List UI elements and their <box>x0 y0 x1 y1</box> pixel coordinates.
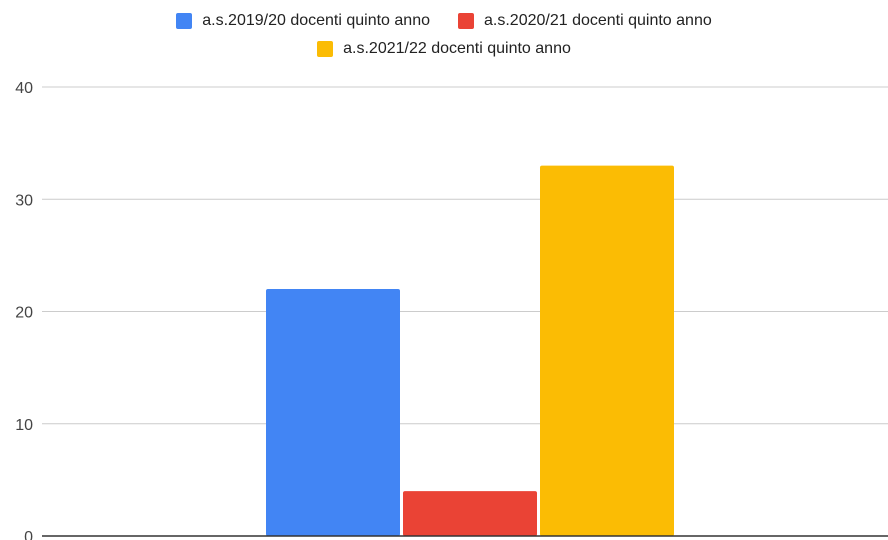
legend-swatch-2019-20 <box>176 13 193 29</box>
legend-label-2021-22: a.s.2021/22 docenti quinto anno <box>343 40 571 57</box>
y-tick-label-10: 10 <box>15 417 33 434</box>
legend-row-1: a.s.2019/20 docenti quinto anno a.s.2020… <box>0 12 888 30</box>
legend-item-2021-22: a.s.2021/22 docenti quinto anno <box>317 40 571 58</box>
bar-series-2 <box>403 491 537 536</box>
y-tick-label-30: 30 <box>15 192 33 209</box>
y-tick-label-20: 20 <box>15 305 33 322</box>
legend-label-2020-21: a.s.2020/21 docenti quinto anno <box>484 12 712 29</box>
bar-series-3 <box>540 165 674 536</box>
legend-row-2: a.s.2021/22 docenti quinto anno <box>0 40 888 58</box>
legend-swatch-2021-22 <box>317 41 334 57</box>
legend-item-2019-20: a.s.2019/20 docenti quinto anno <box>176 12 430 30</box>
y-tick-label-0: 0 <box>24 529 33 540</box>
y-tick-label-40: 40 <box>15 80 33 97</box>
legend-label-2019-20: a.s.2019/20 docenti quinto anno <box>202 12 430 29</box>
legend-item-2020-21: a.s.2020/21 docenti quinto anno <box>458 12 712 30</box>
bar-series-1 <box>266 289 400 536</box>
legend-swatch-2020-21 <box>458 13 474 29</box>
